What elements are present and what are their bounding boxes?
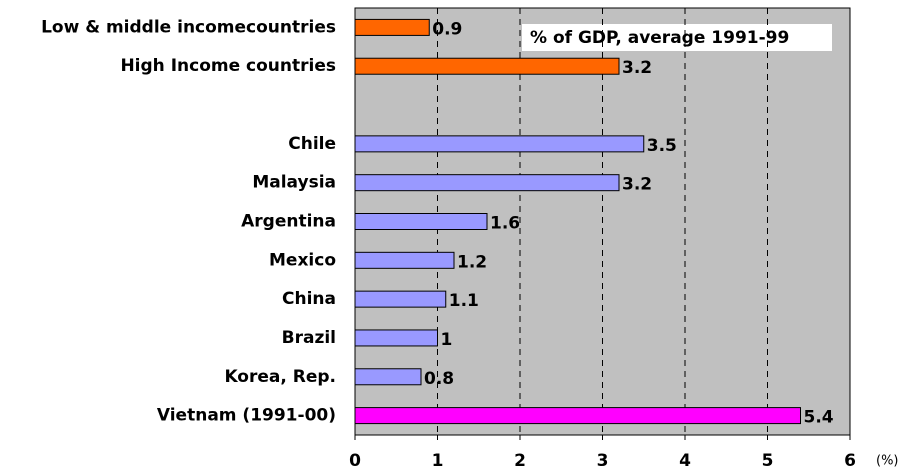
bar (354, 174, 620, 192)
y-tick-label: Mexico (269, 250, 336, 270)
y-tick-label: Malaysia (252, 173, 336, 193)
annotation-box (522, 24, 832, 51)
value-label: 1.2 (457, 252, 487, 272)
y-tick-label: Argentina (241, 212, 336, 232)
value-label: 0.8 (424, 369, 454, 389)
bar (354, 213, 488, 230)
value-label: 3.2 (622, 175, 652, 195)
x-tick-label: 5 (762, 451, 774, 469)
bar (354, 290, 447, 308)
annotation: % of GDP, average 1991-99 (530, 28, 789, 48)
y-tick-label: Korea, Rep. (224, 367, 336, 387)
bar (354, 18, 430, 36)
y-tick-label: Low & middle incomecountries (41, 17, 336, 37)
bar (354, 329, 438, 347)
y-tick-label: Brazil (282, 328, 336, 348)
x-tick-label: 4 (679, 451, 691, 469)
x-tick-label: 1 (432, 451, 444, 469)
x-unit-label: (%) (876, 454, 899, 469)
bar (354, 57, 620, 75)
bar (354, 135, 645, 153)
bar (354, 368, 422, 386)
x-tick-label: 3 (597, 451, 609, 469)
value-label: 1 (441, 330, 453, 350)
x-tick-label: 6 (844, 451, 856, 469)
value-label: 1.1 (449, 291, 479, 311)
value-label: 5.4 (804, 408, 834, 428)
value-label: 0.9 (432, 19, 462, 39)
value-label: 3.5 (647, 136, 677, 156)
y-tick-label: China (282, 289, 336, 309)
y-tick-label: Vietnam (1991-00) (157, 406, 336, 426)
y-tick-label: High Income countries (120, 56, 336, 76)
x-tick-label: 2 (514, 451, 526, 469)
bar (354, 251, 455, 269)
x-tick-label: 0 (349, 451, 361, 469)
value-label: 3.2 (622, 58, 652, 78)
y-tick-label: Chile (288, 134, 336, 154)
bar (354, 407, 801, 425)
value-label: 1.6 (490, 214, 520, 234)
